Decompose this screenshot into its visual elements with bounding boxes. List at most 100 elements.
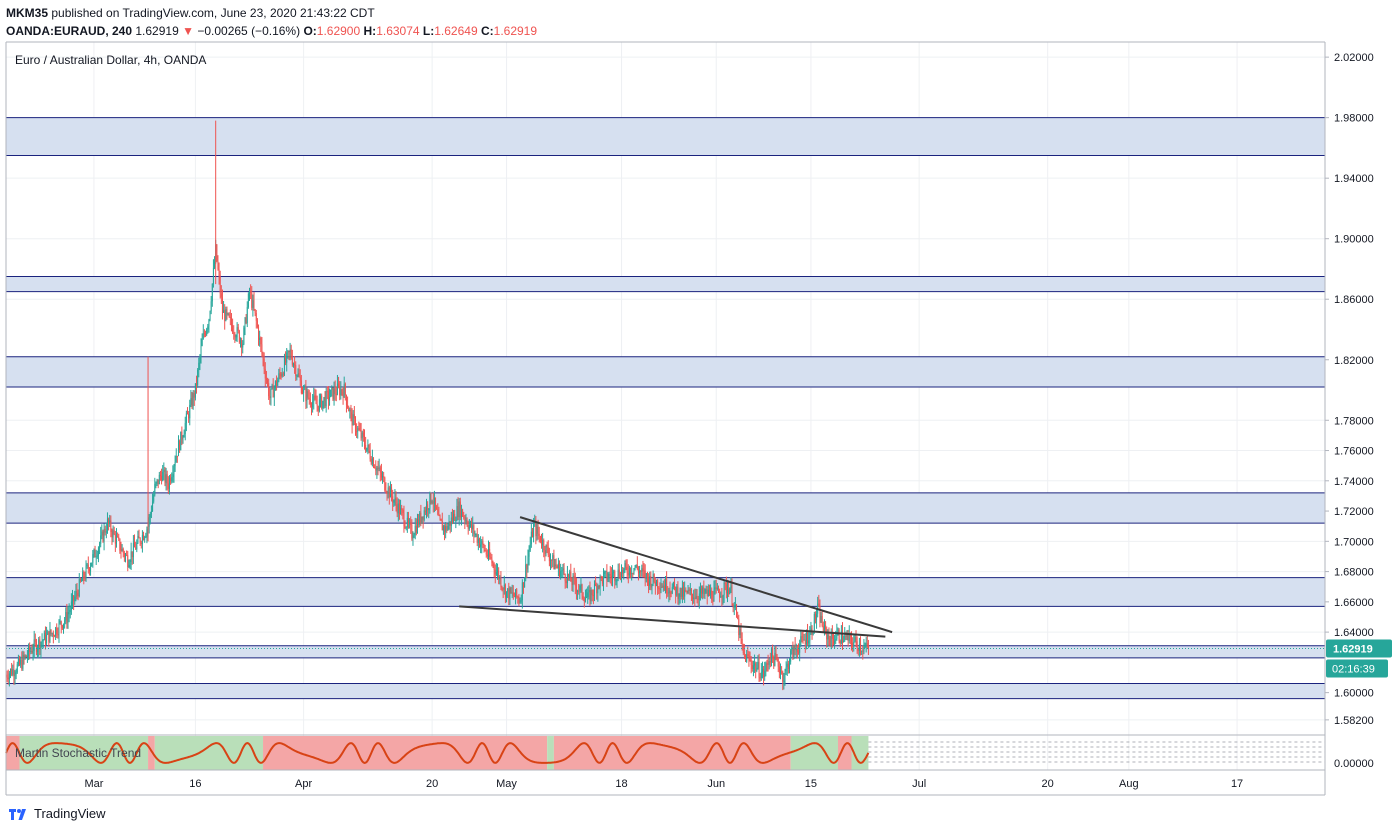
candle-body (251, 292, 253, 308)
candle-body (519, 601, 521, 603)
candle-body (705, 589, 707, 592)
high-label: H: (363, 24, 377, 38)
author-name[interactable]: MKM35 (6, 6, 49, 20)
candle-body (259, 337, 261, 340)
candle-body (228, 313, 230, 317)
candle-body (468, 524, 470, 529)
candle-body (763, 668, 765, 678)
candle-body (707, 589, 709, 596)
candle-body (506, 591, 508, 598)
candle-body (449, 521, 451, 526)
candle-body (847, 634, 849, 641)
candle-body (309, 399, 311, 405)
candle-body (143, 534, 145, 540)
candle-body (52, 633, 54, 637)
candle-body (198, 362, 200, 370)
candle-body (254, 309, 256, 314)
candle-body (820, 616, 822, 623)
candle-body (865, 643, 867, 647)
candle-body (653, 574, 655, 582)
candle-body (773, 657, 775, 666)
candle-body (836, 632, 838, 640)
candle-body (480, 544, 482, 547)
candle-body (424, 510, 426, 513)
candle-body (459, 501, 461, 518)
candle-body (139, 538, 141, 543)
candle-body (613, 571, 615, 574)
low-label: L: (422, 24, 435, 38)
symbol-label[interactable]: OANDA:EURAUD, 240 (6, 24, 133, 38)
candle-body (488, 549, 490, 557)
candle-body (111, 532, 113, 538)
candle-body (622, 569, 624, 574)
candle-body (91, 562, 93, 567)
candle-body (162, 471, 164, 481)
candle-body (747, 654, 749, 656)
candle-body (320, 395, 322, 400)
candle-body (405, 527, 407, 529)
close-value: 1.62919 (493, 24, 538, 38)
footer: TradingView (8, 806, 106, 821)
candle-body (853, 641, 855, 647)
candle-body (507, 588, 509, 592)
candle-body (255, 313, 257, 321)
candle-body (575, 585, 577, 592)
open-label: O: (303, 24, 317, 38)
candle-body (537, 526, 539, 534)
candle-body (404, 526, 406, 528)
candle-body (634, 567, 636, 569)
candle-body (378, 467, 380, 469)
publish-info: published on TradingView.com, June 23, 2… (48, 6, 375, 20)
candle-body (332, 387, 334, 400)
candle-body (193, 393, 195, 398)
candle-body (263, 358, 265, 370)
candle-body (663, 585, 665, 590)
trendlines (6, 516, 1325, 649)
candle-body (74, 596, 76, 602)
sr-zone (6, 683, 1325, 699)
candle-body (825, 625, 827, 630)
tradingview-logo-icon[interactable] (8, 807, 28, 821)
support-resistance-zones (6, 117, 1325, 700)
candle-body (867, 645, 869, 649)
candle-body (766, 663, 768, 665)
candle-body (375, 468, 377, 471)
candle-body (570, 571, 572, 582)
candle-body (168, 478, 170, 489)
candle-body (28, 646, 30, 657)
candle-body (440, 519, 442, 521)
candle-body (90, 566, 92, 572)
footer-brand[interactable]: TradingView (34, 806, 106, 821)
candle-body (855, 637, 857, 642)
candle-body (550, 559, 552, 562)
candle-body (65, 612, 67, 621)
indicator-tick-label: 0.00000 (1334, 758, 1374, 770)
candle-body (540, 541, 542, 546)
candle-body (420, 512, 422, 523)
candle-body (414, 525, 416, 536)
candle-body (539, 535, 541, 542)
candle-body (840, 630, 842, 644)
candle-body (221, 297, 223, 313)
candle-body (8, 673, 10, 680)
candle-body (304, 388, 306, 390)
stoch-line (5, 742, 870, 764)
candle-body (131, 551, 133, 558)
candle-body (463, 516, 465, 518)
stoch-bg-segment (263, 736, 548, 770)
candle-body (796, 649, 798, 653)
candle-body (262, 353, 264, 359)
candle-body (814, 613, 816, 621)
candle-body (680, 587, 682, 597)
candle-body (15, 672, 17, 675)
candle-body (687, 589, 689, 593)
candle-body (225, 309, 227, 321)
candle-body (267, 380, 269, 384)
candle-body (457, 506, 459, 518)
candle-body (852, 642, 854, 647)
candle-body (104, 528, 106, 533)
candle-body (370, 459, 372, 464)
candle-body (287, 350, 289, 353)
candle-body (132, 542, 134, 558)
